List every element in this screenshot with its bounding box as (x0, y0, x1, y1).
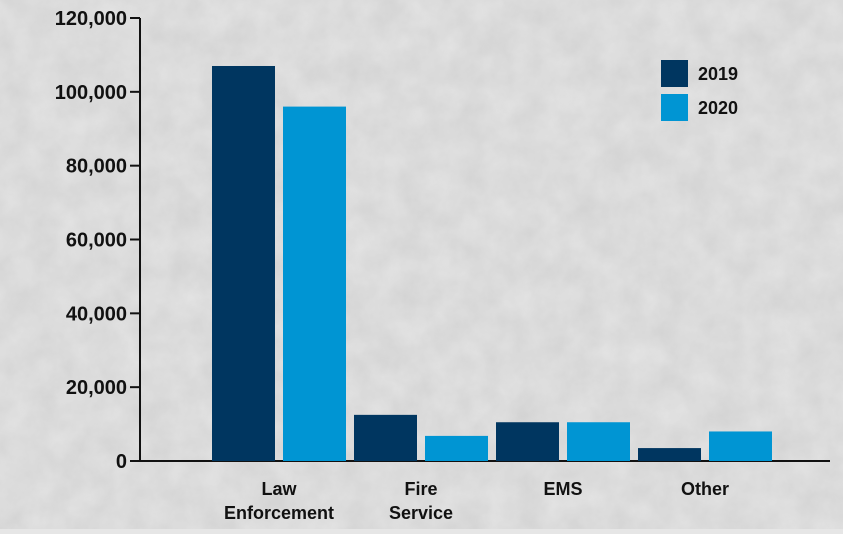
x-category-label: Service (389, 503, 453, 523)
legend: 2019 2020 (661, 60, 738, 121)
x-category-label: Other (681, 479, 729, 499)
tick-labels: 0 20,000 40,000 60,000 80,000 100,000 120,000 L… (55, 8, 729, 523)
x-category-label: Enforcement (224, 503, 334, 523)
legend-label-2020: 2020 (698, 98, 738, 118)
y-tick-label: 80,000 (66, 156, 127, 178)
y-tick-label: 20,000 (66, 377, 127, 399)
bar-2019-0 (212, 65, 275, 461)
x-category-label: Law (261, 479, 297, 499)
x-category-label: Fire (404, 479, 437, 499)
bar-2019-3 (638, 448, 701, 461)
y-tick-label: 0 (116, 451, 127, 473)
bar-2020-3 (709, 431, 772, 461)
y-tick-label: 40,000 (66, 303, 127, 325)
y-tick-label: 120,000 (55, 8, 127, 30)
bars (212, 65, 772, 461)
legend-swatch-2020 (661, 94, 688, 121)
bar-2020-2 (567, 422, 630, 461)
y-tick-label: 60,000 (66, 230, 127, 252)
bar-2019-1 (354, 414, 417, 461)
bar-2020-1 (425, 435, 488, 461)
legend-label-2019: 2019 (698, 64, 738, 84)
y-tick-label: 100,000 (55, 82, 127, 104)
legend-swatch-2019 (661, 60, 688, 87)
bar-2020-0 (283, 106, 346, 461)
x-category-label: EMS (543, 479, 582, 499)
bar-2019-2 (496, 422, 559, 461)
